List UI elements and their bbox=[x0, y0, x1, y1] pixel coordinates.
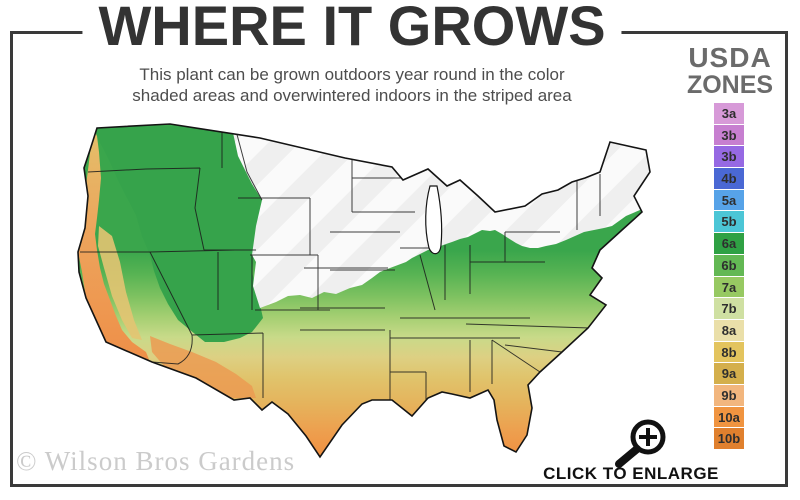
zone-swatch: 10b bbox=[714, 428, 744, 449]
watermark: © Wilson Bros Gardens bbox=[16, 446, 296, 476]
legend-title: USDA ZONES bbox=[684, 42, 776, 99]
zone-swatch: 9a bbox=[714, 363, 744, 384]
zone-swatch: 3a bbox=[714, 103, 744, 124]
west-green-zone bbox=[92, 126, 263, 342]
zone-swatch: 5a bbox=[714, 189, 744, 211]
zone-swatch: 10a bbox=[714, 406, 744, 428]
zone-swatch: 5b bbox=[714, 211, 744, 233]
zone-swatch: 8b bbox=[714, 341, 744, 363]
zone-swatch: 8a bbox=[714, 319, 744, 341]
lake-michigan bbox=[425, 185, 443, 255]
zone-swatch: 6b bbox=[714, 254, 744, 276]
zone-swatch: 9b bbox=[714, 384, 744, 406]
zone-swatch: 6a bbox=[714, 233, 744, 254]
california-valley-zone bbox=[98, 226, 142, 340]
southwest-orange-zone bbox=[150, 336, 256, 398]
subtitle-line-1: This plant can be grown outdoors year ro… bbox=[139, 65, 565, 84]
subtitle-line-2: shaded areas and overwintered indoors in… bbox=[132, 86, 572, 105]
zone-swatch: 3b bbox=[714, 124, 744, 146]
zone-swatch: 4b bbox=[714, 168, 744, 189]
state-borders bbox=[80, 126, 601, 415]
usda-zones-map[interactable] bbox=[66, 116, 666, 464]
magnifier-icon[interactable] bbox=[606, 410, 672, 468]
zone-swatch: 3b bbox=[714, 146, 744, 168]
zone-legend: 3a 3b 3b 4b 5a 5b 6a 6b 7a 7b 8a 8b 9a 9b 10a 10b bbox=[714, 103, 744, 450]
subtitle: This plant can be grown outdoors year ro… bbox=[132, 64, 571, 106]
zone-swatch: 7a bbox=[714, 276, 744, 298]
pacific-coast-zone bbox=[78, 128, 150, 362]
legend-title-line-2: ZONES bbox=[686, 71, 774, 99]
click-to-enlarge-label[interactable]: CLICK TO ENLARGE bbox=[543, 464, 719, 483]
page-title: WHERE IT GROWS bbox=[82, 0, 622, 58]
legend-title-line-1: USDA bbox=[688, 42, 772, 73]
zone-swatch: 7b bbox=[714, 298, 744, 319]
